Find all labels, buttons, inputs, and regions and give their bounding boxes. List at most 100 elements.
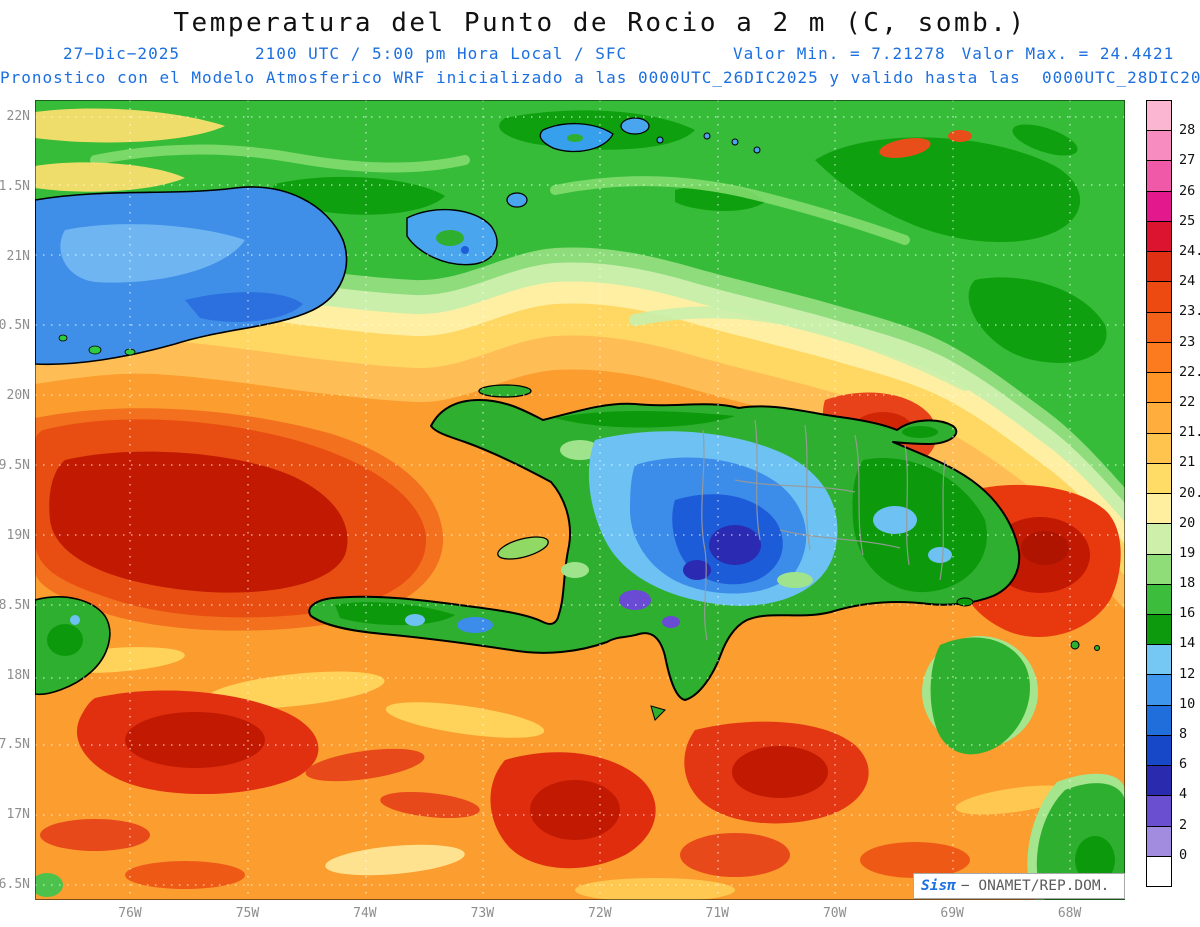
red-streaks-topright bbox=[879, 130, 972, 158]
map-area bbox=[31, 100, 1125, 902]
lon-tick-label: 75W bbox=[235, 906, 260, 921]
forecast-date: 27−Dic−2025 bbox=[63, 44, 180, 63]
map-frame bbox=[35, 100, 1125, 900]
dew-point-contour-map bbox=[31, 100, 1125, 902]
colorbar-tick-label: 8 bbox=[1179, 726, 1188, 743]
colorbar-cell bbox=[1147, 524, 1171, 555]
colorbar-cell bbox=[1147, 826, 1171, 857]
lon-tick-label: 74W bbox=[353, 906, 377, 921]
colorbar-cell bbox=[1147, 221, 1171, 253]
lat-tick-label: 21N bbox=[6, 248, 30, 264]
lat-tick-label: 18.5N bbox=[0, 597, 30, 613]
colorbar-cell bbox=[1147, 131, 1171, 162]
colorbar-cell bbox=[1147, 675, 1171, 706]
model-info-line: Pronostico con el Modelo Atmosferico WRF… bbox=[0, 68, 1200, 87]
valor-min: Valor Min. = 7.21278 bbox=[733, 44, 946, 63]
colorbar-tick-label: 20.5 bbox=[1179, 484, 1200, 501]
colorbar-tick-label: 23 bbox=[1179, 333, 1196, 350]
lon-tick-label: 73W bbox=[470, 906, 495, 921]
gonave-island bbox=[497, 536, 549, 560]
colorbar-tick-label: 12 bbox=[1179, 665, 1196, 682]
green-zones-southeast bbox=[922, 636, 1125, 900]
colorbar-tick-label: 14 bbox=[1179, 635, 1196, 652]
colorbar-tick-label: 24 bbox=[1179, 273, 1196, 290]
colorbar-cell bbox=[1147, 614, 1171, 646]
lon-tick-label: 76W bbox=[118, 906, 142, 921]
lat-tick-label: 17.5N bbox=[0, 737, 30, 753]
header-line-2: 27−Dic−2025 2100 UTC / 5:00 pm Hora Loca… bbox=[0, 44, 1200, 64]
colorbar-cell bbox=[1147, 161, 1171, 192]
green-texture-streaks bbox=[90, 144, 971, 391]
lon-tick-label: 71W bbox=[705, 906, 729, 921]
colorbar-tick-label: 27 bbox=[1179, 152, 1196, 169]
colorbar-tick-label: 16 bbox=[1179, 605, 1196, 622]
colorbar-cell bbox=[1147, 494, 1171, 525]
colorbar-cell bbox=[1147, 645, 1171, 676]
colorbar-tick-label: 2 bbox=[1179, 816, 1188, 833]
cuba bbox=[34, 186, 348, 366]
lon-tick-label: 72W bbox=[588, 906, 612, 921]
colorbar-tick-label: 21.5 bbox=[1179, 424, 1200, 441]
lon-tick-label: 69W bbox=[940, 906, 964, 921]
colorbar-cell bbox=[1147, 403, 1171, 434]
colorbar-cell bbox=[1147, 433, 1171, 464]
colorbar-tick-label: 21 bbox=[1179, 454, 1196, 471]
colorbar-tick-label: 26 bbox=[1179, 182, 1196, 199]
colorbar-cell bbox=[1147, 705, 1171, 736]
forecast-time: 2100 UTC / 5:00 pm Hora Local / SFC bbox=[255, 44, 628, 63]
colorbar-cell bbox=[1147, 252, 1171, 283]
colorbar-cell bbox=[1147, 796, 1171, 827]
colorbar-tick-label: 10 bbox=[1179, 695, 1196, 712]
minmax-values: Valor Min. = 7.21278 Valor Max. = 24.442… bbox=[733, 44, 1174, 63]
credit-text: − ONAMET/REP.DOM. bbox=[960, 878, 1110, 894]
colorbar-cell bbox=[1147, 463, 1171, 495]
colorbar-cell bbox=[1147, 373, 1171, 404]
colorbar bbox=[1146, 100, 1172, 887]
grid-lines bbox=[35, 100, 1125, 900]
tortuga-island bbox=[478, 384, 532, 398]
beata-island bbox=[650, 705, 666, 721]
colorbar-tick-label: 28 bbox=[1179, 122, 1196, 139]
colorbar-cell bbox=[1147, 584, 1171, 615]
colorbar-tick-label: 22.5 bbox=[1179, 363, 1200, 380]
colorbar-cell bbox=[1147, 101, 1171, 132]
colorbar-cell bbox=[1147, 856, 1171, 887]
lat-tick-label: 16.5N bbox=[0, 877, 30, 893]
colorbar-cell bbox=[1147, 191, 1171, 222]
lat-tick-label: 21.5N bbox=[0, 178, 30, 194]
colorbar-cell bbox=[1147, 312, 1171, 343]
lat-tick-label: 19.5N bbox=[0, 458, 30, 474]
colorbar-tick-label: 6 bbox=[1179, 756, 1188, 773]
colorbar-cell bbox=[1147, 554, 1171, 585]
hispaniola bbox=[308, 384, 1100, 721]
lat-tick-label: 20.5N bbox=[0, 318, 30, 334]
colorbar-cell bbox=[1147, 735, 1171, 767]
credit-box: Sisπ − ONAMET/REP.DOM. bbox=[913, 873, 1125, 899]
credit-brand: Sisπ bbox=[921, 878, 956, 894]
colorbar-cell bbox=[1147, 282, 1171, 313]
colorbar-tick-label: 24.5 bbox=[1179, 242, 1200, 259]
red-zones-south bbox=[31, 647, 1075, 902]
lat-tick-label: 18N bbox=[6, 667, 30, 683]
lat-tick-label: 17N bbox=[6, 807, 30, 823]
colorbar-cell bbox=[1147, 766, 1171, 797]
mona-island bbox=[1070, 640, 1080, 650]
colorbar-tick-label: 22 bbox=[1179, 393, 1196, 410]
page-title: Temperatura del Punto de Rocio a 2 m (C,… bbox=[173, 8, 1027, 38]
colorbar-tick-label: 19 bbox=[1179, 544, 1196, 561]
colorbar-tick-label: 4 bbox=[1179, 786, 1188, 803]
bahamas-islands bbox=[406, 117, 761, 266]
lat-tick-label: 22N bbox=[6, 109, 30, 124]
colorbar-tick-label: 18 bbox=[1179, 575, 1196, 592]
colorbar-tick-label: 20 bbox=[1179, 514, 1196, 531]
lat-tick-label: 19N bbox=[6, 527, 30, 543]
colorbar-tick-label: 0 bbox=[1179, 846, 1188, 863]
province-borders bbox=[701, 419, 946, 641]
valor-max: Valor Max. = 24.4421 bbox=[961, 44, 1175, 63]
saona-island bbox=[956, 597, 974, 607]
colorbar-tick-label: 23.5 bbox=[1179, 303, 1200, 320]
